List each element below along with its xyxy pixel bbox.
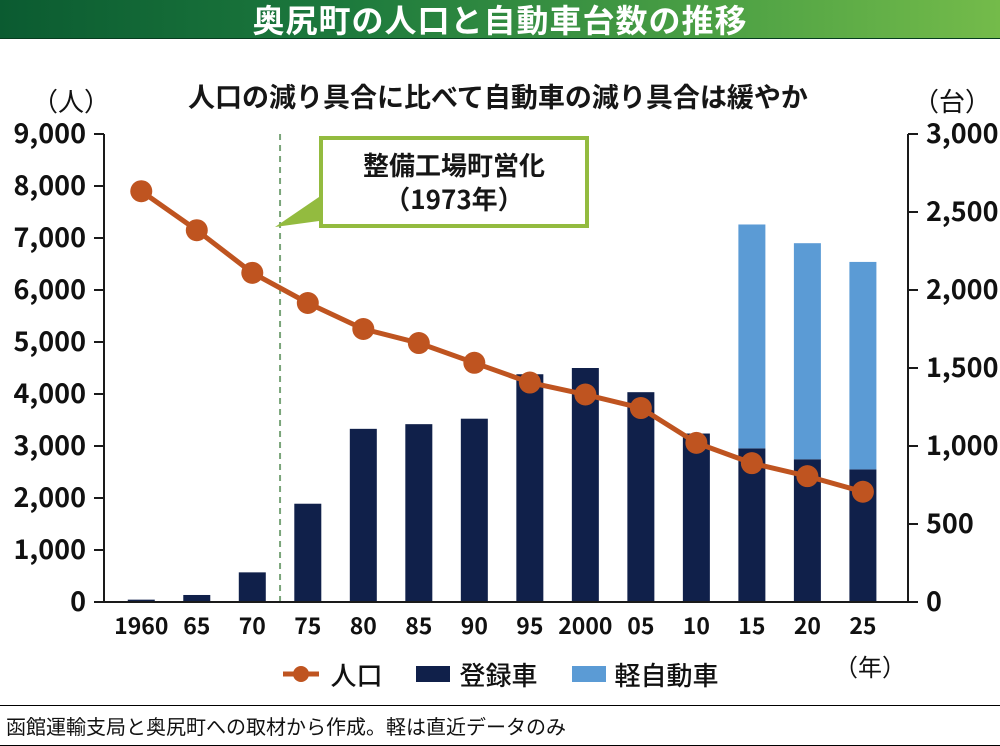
- svg-text:2,000: 2,000: [926, 268, 999, 307]
- svg-text:70: 70: [239, 607, 266, 641]
- svg-text:5,000: 5,000: [14, 320, 87, 359]
- svg-text:3,000: 3,000: [14, 424, 87, 463]
- svg-text:95: 95: [516, 607, 543, 641]
- svg-text:6,000: 6,000: [14, 268, 87, 307]
- svg-text:65: 65: [183, 607, 210, 641]
- svg-text:2000: 2000: [558, 607, 612, 641]
- svg-text:2,000: 2,000: [14, 476, 87, 515]
- svg-text:05: 05: [627, 607, 654, 641]
- svg-text:1,500: 1,500: [926, 346, 999, 385]
- svg-text:10: 10: [683, 607, 710, 641]
- svg-text:8,000: 8,000: [14, 164, 87, 203]
- svg-text:80: 80: [350, 607, 377, 641]
- svg-text:0: 0: [70, 580, 86, 619]
- svg-text:500: 500: [926, 502, 974, 541]
- svg-text:90: 90: [461, 607, 488, 641]
- svg-text:75: 75: [294, 607, 321, 641]
- svg-text:9,000: 9,000: [14, 112, 87, 151]
- svg-text:1,000: 1,000: [14, 528, 87, 567]
- svg-text:1,000: 1,000: [926, 424, 999, 463]
- svg-text:25: 25: [849, 607, 876, 641]
- svg-text:0: 0: [926, 580, 942, 619]
- svg-text:7,000: 7,000: [14, 216, 87, 255]
- svg-text:2,500: 2,500: [926, 190, 999, 229]
- svg-text:1960: 1960: [114, 607, 168, 641]
- svg-text:3,000: 3,000: [926, 112, 999, 151]
- svg-text:15: 15: [738, 607, 765, 641]
- svg-text:85: 85: [405, 607, 432, 641]
- svg-text:20: 20: [794, 607, 821, 641]
- svg-text:4,000: 4,000: [14, 372, 87, 411]
